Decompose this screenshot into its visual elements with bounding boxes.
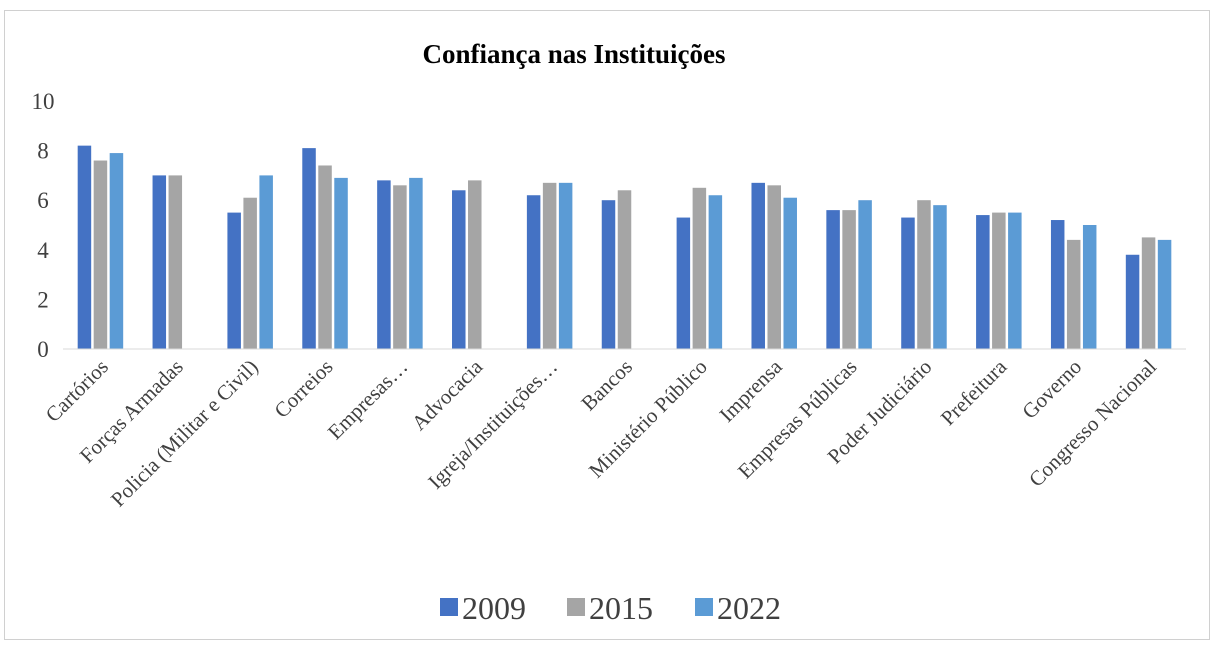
x-tick-label: Igreja/Instituições… [423,355,562,494]
bar-2022 [933,205,947,349]
bar-2022 [1008,212,1022,349]
y-tick-label: 8 [37,139,49,164]
bar-2009 [377,180,391,349]
bar-2009 [452,190,466,349]
bar-2009 [751,182,765,349]
y-tick-label: 0 [37,337,49,362]
bar-2022 [334,177,348,349]
bar-2022 [1157,239,1172,349]
legend-label-2022: 2022 [717,590,781,626]
bar-2015 [393,185,407,349]
x-tick-label: Imprensa [715,354,788,427]
x-tick-label: Policia (Militar e Civil) [106,355,263,512]
x-tick-label: Congresso Nacional [1024,354,1161,491]
bar-2015 [1141,237,1156,349]
bar-2009 [227,212,241,349]
bar-2022 [783,197,797,349]
legend: 2009 2015 2022 [440,590,781,626]
x-tick-label: Cartórios [41,355,113,427]
bar-2009 [526,195,541,349]
bar-2022 [109,153,124,349]
bar-2009 [1050,220,1065,349]
y-tick-label: 10 [32,89,55,114]
legend-swatch-2022 [695,598,713,616]
bar-2022 [858,200,872,349]
bar-2015 [617,190,632,349]
bar-2015 [842,210,856,349]
bar-2015 [168,175,183,349]
bar-2009 [826,210,840,349]
x-tick-label: Bancos [576,355,637,416]
legend-swatch-2015 [567,598,585,616]
bar-2009 [901,217,915,349]
bar-2009 [77,145,92,349]
bar-2009 [302,148,316,349]
x-tick-label: Prefeitura [936,354,1012,430]
y-tick-label: 2 [37,287,49,312]
bar-2015 [243,197,257,349]
bar-2015 [1066,239,1081,349]
bar-2022 [558,182,573,349]
legend-label-2015: 2015 [589,590,653,626]
y-tick-label: 4 [37,238,49,263]
bar-2015 [992,212,1006,349]
bar-2009 [1125,254,1140,349]
bar-2022 [1082,225,1097,349]
bar-2009 [976,215,990,349]
bar-2022 [409,177,423,349]
bar-2009 [152,175,167,349]
bar-2022 [259,175,273,349]
x-tick-label: Governo [1017,355,1086,424]
bar-2009 [676,217,691,349]
bar-2009 [601,200,616,349]
chart-title: Confiança nas Instituições [422,39,725,69]
bar-2015 [767,185,781,349]
x-tick-label: Empresas… [323,355,413,445]
bar-2015 [692,187,707,349]
y-tick-label: 6 [37,188,49,213]
bar-2022 [708,195,723,349]
legend-swatch-2009 [440,598,458,616]
bar-2015 [917,200,931,349]
bar-2015 [468,180,482,349]
bar-2015 [542,182,557,349]
y-axis: 0 2 4 6 8 10 [32,89,55,362]
bar-2015 [93,160,108,349]
bar-2015 [318,165,332,349]
bars [77,145,1172,349]
x-tick-label: Correios [269,355,337,423]
legend-label-2009: 2009 [462,590,526,626]
